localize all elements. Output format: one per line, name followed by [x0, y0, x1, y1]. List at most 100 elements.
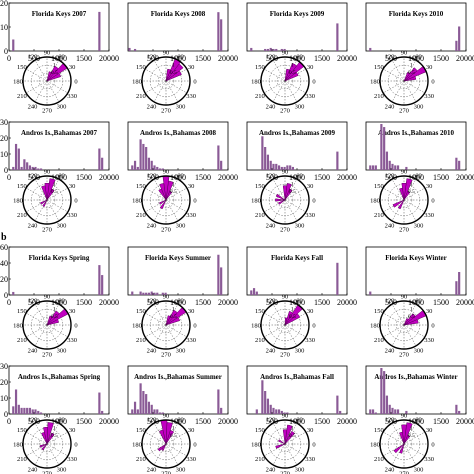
histogram-bar: [128, 47, 131, 51]
y-tick-label: 10: [0, 150, 8, 159]
rose-angle-label: 30: [426, 183, 433, 190]
histogram-bar: [264, 147, 267, 170]
rose-ring: [395, 316, 413, 334]
histogram-bar: [98, 148, 101, 170]
rose-angle-label: 120: [266, 53, 276, 60]
rose-spoke: [26, 431, 48, 445]
x-tick-label: 1000: [170, 417, 186, 426]
rose-angle-label: 60: [177, 53, 184, 60]
x-tick-label: 1500: [195, 54, 211, 63]
rose-angle-label: 180: [251, 79, 261, 86]
rose-ring-label: 0.5: [51, 314, 58, 320]
rose-angle-label: 240: [385, 104, 395, 111]
rose-angle-label: 240: [28, 223, 38, 230]
rose-spoke: [403, 443, 417, 465]
x-tick-label: 500: [266, 173, 278, 182]
rose-wedge: [284, 430, 296, 445]
x-tick-label: 500: [28, 298, 40, 307]
rose-spoke: [272, 324, 286, 346]
rose-angle-label: 60: [177, 297, 184, 304]
rose-angle-label: 210: [374, 212, 384, 219]
histogram-bar: [369, 47, 372, 51]
rose-angle-label: 30: [307, 427, 314, 434]
y-tick-label: 30: [0, 118, 8, 127]
rose-angle-label: 150: [17, 427, 27, 434]
rose-ring-label: 0.5: [408, 314, 415, 320]
rose-spoke: [284, 443, 306, 457]
rose-wedge: [275, 193, 286, 201]
rose-spoke: [46, 199, 60, 221]
rose-3: 90 120 60 150 30 180 0 210 330 240 300 270 0.51 1.5: [251, 50, 316, 115]
x-tick-label: 20000: [218, 173, 238, 182]
histogram-bar: [153, 165, 156, 170]
rose-spoke: [165, 80, 179, 102]
rose-13: 90 120 60 150 30 180 0 210 330 240 300 270 0.51 1.5: [13, 413, 78, 474]
rose-angle-label: 300: [57, 104, 67, 111]
rose-angle-label: 150: [255, 64, 265, 71]
rose-angle-label: 210: [136, 212, 146, 219]
rose-angle-label: 90: [401, 50, 408, 57]
histogram-bar: [405, 166, 408, 170]
histogram-11: Florida Keys Fall 500 1000 1500 20000: [246, 246, 357, 307]
rose-wedge: [282, 429, 288, 445]
histogram-2: Florida Keys 2008 500 1000 1500 20000: [127, 2, 238, 63]
histogram-bar: [136, 409, 139, 414]
histogram-bar: [269, 47, 272, 51]
rose-wedge: [403, 67, 418, 82]
histogram-bar: [252, 288, 256, 295]
rose-outer-ring: [260, 419, 310, 469]
rose-outer-ring: [379, 419, 429, 469]
rose-angle-label: 120: [147, 53, 157, 60]
rose-angle-label: 150: [374, 183, 384, 190]
rose-spoke: [153, 80, 167, 102]
histogram-bar: [255, 409, 258, 414]
x-tick-label: 1000: [289, 173, 305, 182]
rose-angle-label: 300: [295, 348, 305, 355]
rose-ring-label: 1.5: [174, 55, 181, 61]
rose-angle-label: 210: [136, 337, 146, 344]
x-tick-label: 1500: [433, 54, 449, 63]
rose-wedge: [284, 68, 290, 82]
histogram-title: Florida Keys 2008: [151, 10, 206, 18]
rose-angle-label: 180: [251, 442, 261, 449]
rose-ring-label: 0.5: [170, 314, 177, 320]
rose-angle-label: 30: [69, 64, 76, 71]
x-tick-label: 20000: [456, 54, 474, 63]
rose-spoke: [391, 60, 405, 82]
histogram-frame: [8, 365, 110, 415]
histogram-bar: [289, 165, 292, 170]
histogram-bar: [131, 165, 134, 170]
rose-angle-label: 240: [266, 223, 276, 230]
rose-angle-label: 150: [136, 308, 146, 315]
histogram-bar: [37, 410, 40, 414]
rose-outer-ring: [141, 56, 191, 106]
histogram-bar: [458, 272, 461, 295]
rose-angle-label: 210: [136, 93, 146, 100]
rose-wedge: [46, 71, 52, 82]
rose-spoke: [284, 80, 298, 102]
x-tick-label: 500: [385, 173, 397, 182]
rose-angle-label: 330: [186, 456, 196, 463]
rose-ring-label: 1: [53, 307, 56, 313]
rose-wedge: [46, 178, 56, 201]
histogram-bar: [150, 160, 153, 170]
histogram-bar: [380, 368, 383, 414]
histogram-frame: [246, 365, 348, 415]
rose-spoke: [46, 199, 68, 213]
rose-angle-label: 30: [307, 64, 314, 71]
x-tick-label: 500: [28, 54, 40, 63]
rose-angle-label: 60: [177, 172, 184, 179]
histogram-bar: [383, 127, 386, 170]
rose-angle-label: 180: [132, 198, 142, 205]
histogram-bar: [101, 410, 104, 414]
rose-spoke: [34, 179, 48, 201]
y-tick-label: 30: [0, 362, 8, 371]
histogram-bar: [101, 275, 104, 295]
x-tick-label: 1000: [408, 417, 424, 426]
rose-outer-ring: [260, 56, 310, 106]
rose-spoke: [145, 187, 167, 201]
histogram-title: Florida Keys 2010: [389, 10, 444, 18]
rose-wedge: [403, 178, 413, 201]
histogram-frame: [8, 121, 110, 171]
rose-angle-label: 240: [266, 467, 276, 474]
